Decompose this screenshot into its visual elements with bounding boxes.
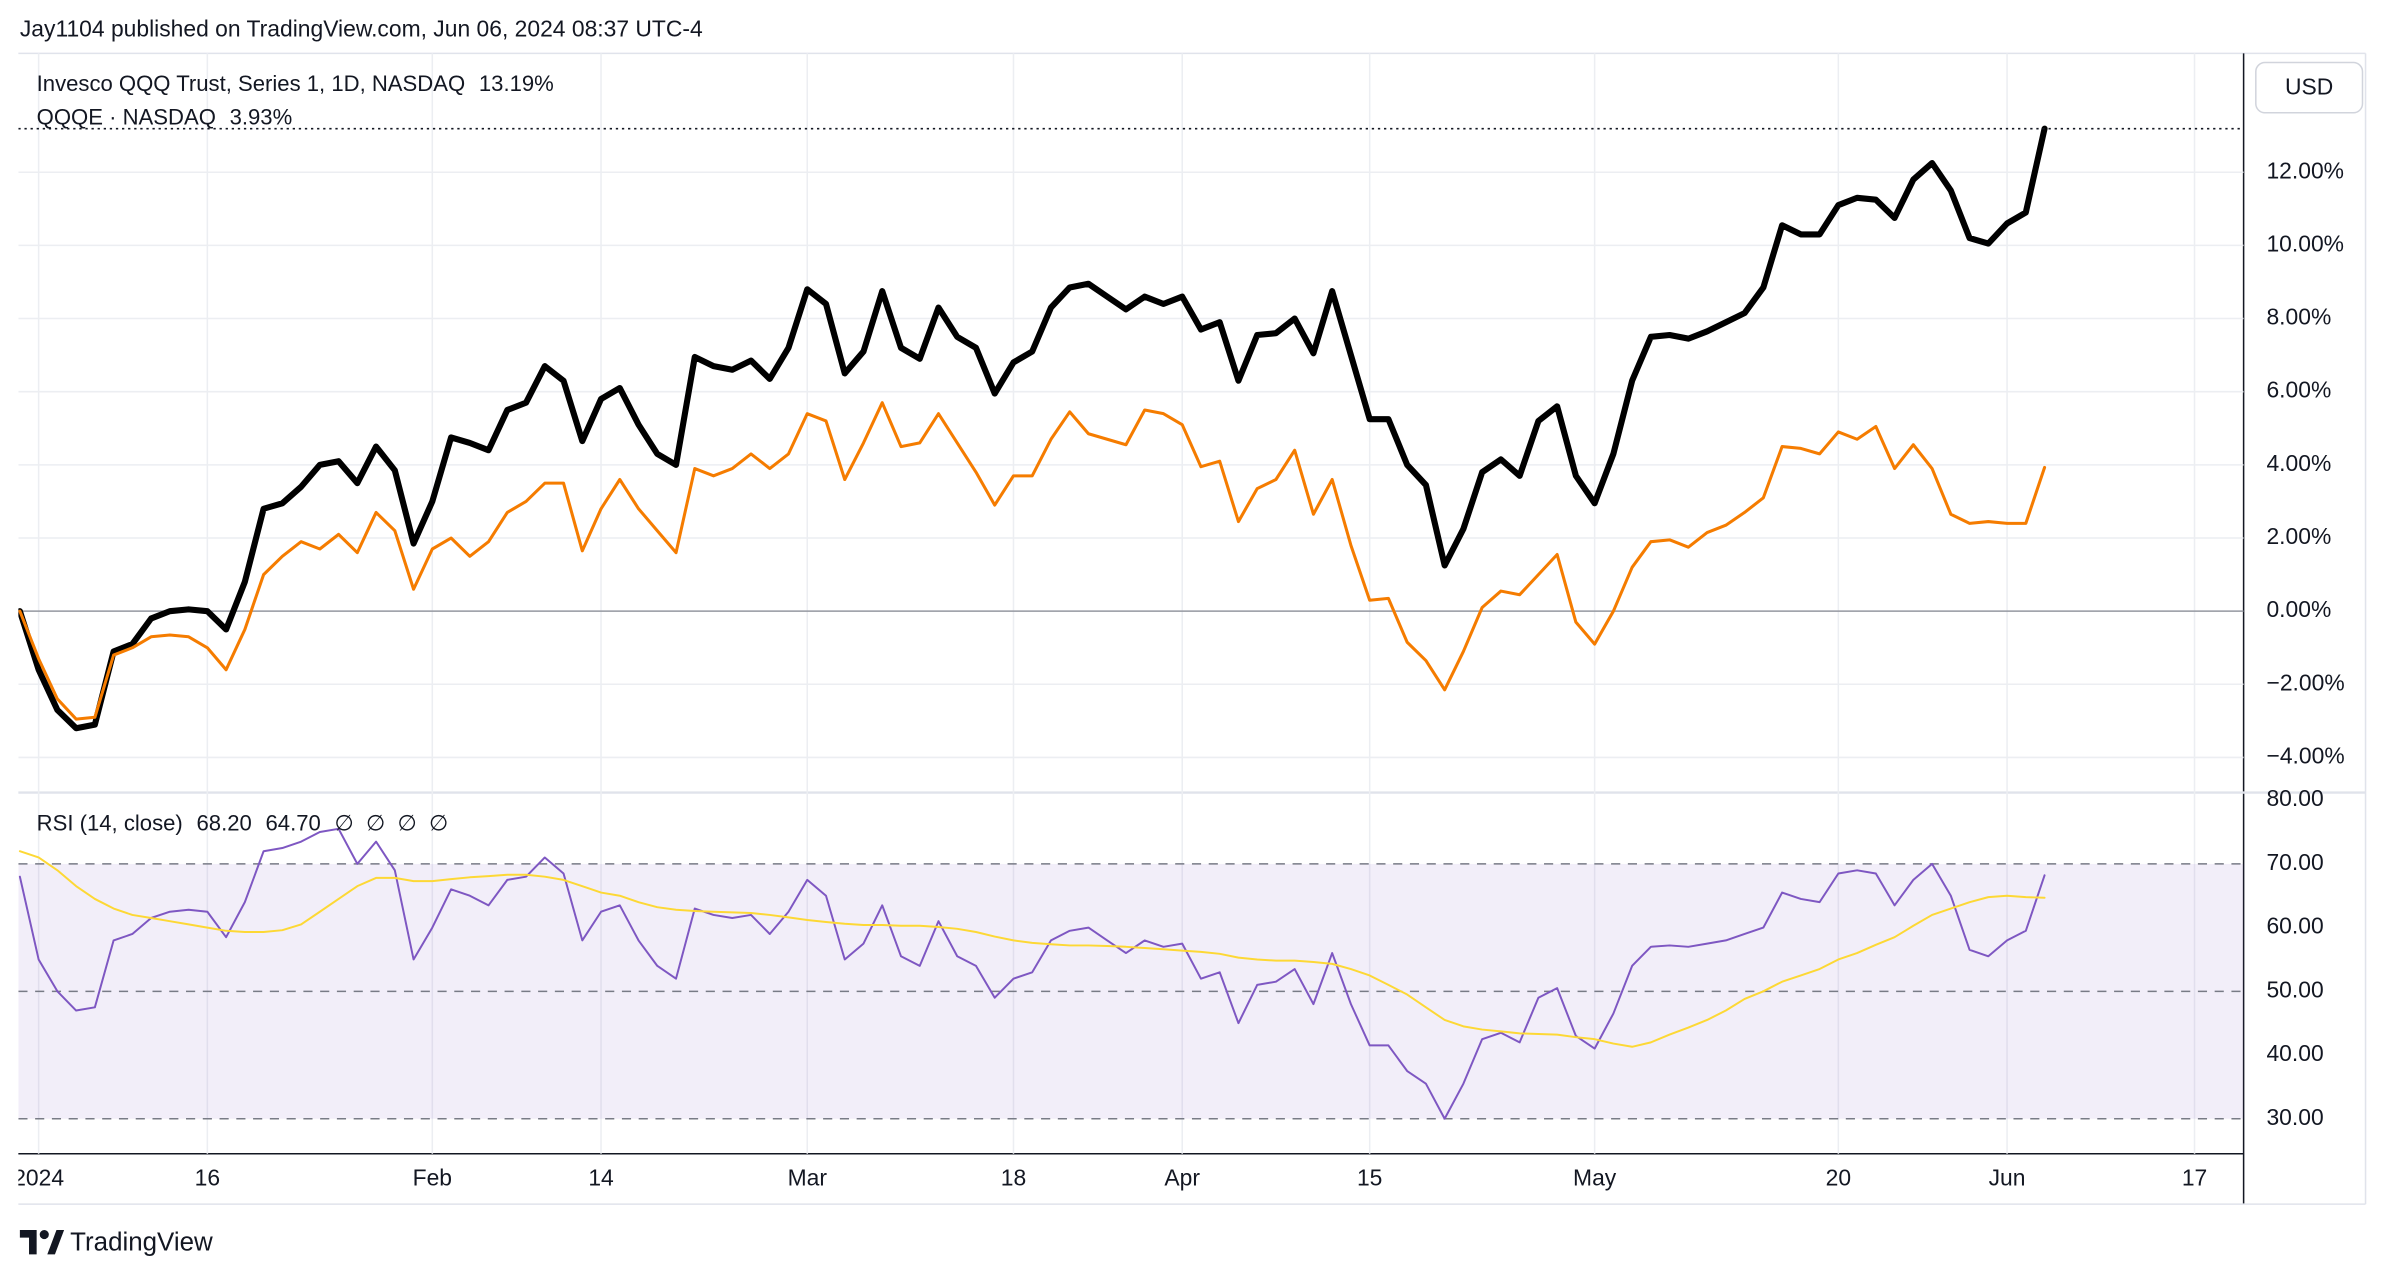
plots: 2024 16 Feb 14 Mar 18 Apr 15 May 20 Jun 17 bbox=[13, 53, 2244, 1191]
series-line bbox=[18, 125, 2048, 732]
indicator-value: 68.20 bbox=[196, 810, 251, 835]
x-tick-label: 20 bbox=[1826, 1165, 1851, 1191]
x-tick-label: 16 bbox=[195, 1165, 220, 1191]
y-tick-label: 8.00% bbox=[2266, 304, 2331, 330]
x-tick-label: 2024 bbox=[13, 1165, 64, 1191]
legend-value: 13.19% bbox=[479, 71, 554, 96]
x-tick-label: 18 bbox=[1001, 1165, 1026, 1191]
y-tick-label: −4.00% bbox=[2266, 742, 2344, 768]
y-tick-label: 10.00% bbox=[2266, 230, 2344, 256]
x-tick-label: 17 bbox=[2182, 1165, 2207, 1191]
legend-name: QQQE · NASDAQ bbox=[37, 105, 216, 130]
indicator-value: 64.70 bbox=[266, 810, 321, 835]
series-line bbox=[18, 827, 2046, 1120]
y-tick-label: 12.00% bbox=[2266, 157, 2344, 183]
legend-value: 3.93% bbox=[230, 105, 293, 130]
publish-header: Jay1104 published on TradingView.com, Ju… bbox=[20, 16, 703, 42]
x-tick-label: 14 bbox=[588, 1165, 614, 1191]
legend-name: Invesco QQQ Trust, Series 1, 1D, NASDAQ bbox=[37, 71, 466, 96]
x-tick-label: 15 bbox=[1357, 1165, 1382, 1191]
y-tick-label: 40.00 bbox=[2266, 1040, 2323, 1066]
y-tick-label: 30.00 bbox=[2266, 1104, 2323, 1130]
brand-name: TradingView bbox=[70, 1229, 213, 1257]
y-tick-label: 4.00% bbox=[2266, 450, 2331, 476]
series-line bbox=[18, 850, 2046, 1048]
y-tick-label: 6.00% bbox=[2266, 377, 2331, 403]
x-tick-label: Jun bbox=[1989, 1165, 2026, 1191]
frame bbox=[18, 52, 2367, 1205]
y-tick-label: 0.00% bbox=[2266, 596, 2331, 622]
y-tick-label: 50.00 bbox=[2266, 976, 2323, 1002]
x-tick-label: Mar bbox=[788, 1165, 828, 1191]
y-tick-label: 60.00 bbox=[2266, 913, 2323, 939]
currency-button[interactable] bbox=[2255, 61, 2364, 114]
y-tick-label: 80.00 bbox=[2266, 785, 2323, 811]
currency-label: USD bbox=[2285, 73, 2333, 99]
x-tick-label: Feb bbox=[413, 1165, 452, 1191]
series-line bbox=[18, 401, 2047, 721]
y-tick-label: −2.00% bbox=[2266, 669, 2344, 695]
x-tick-label: Apr bbox=[1164, 1165, 1200, 1191]
y-tick-label: 2.00% bbox=[2266, 523, 2331, 549]
brand-logo bbox=[19, 1229, 65, 1255]
x-tick-label: May bbox=[1573, 1165, 1617, 1191]
y-tick-label: 70.00 bbox=[2266, 849, 2323, 875]
indicator-title: RSI (14, close) bbox=[37, 810, 183, 835]
indicator-extra: ∅ ∅ ∅ ∅ bbox=[335, 810, 452, 835]
